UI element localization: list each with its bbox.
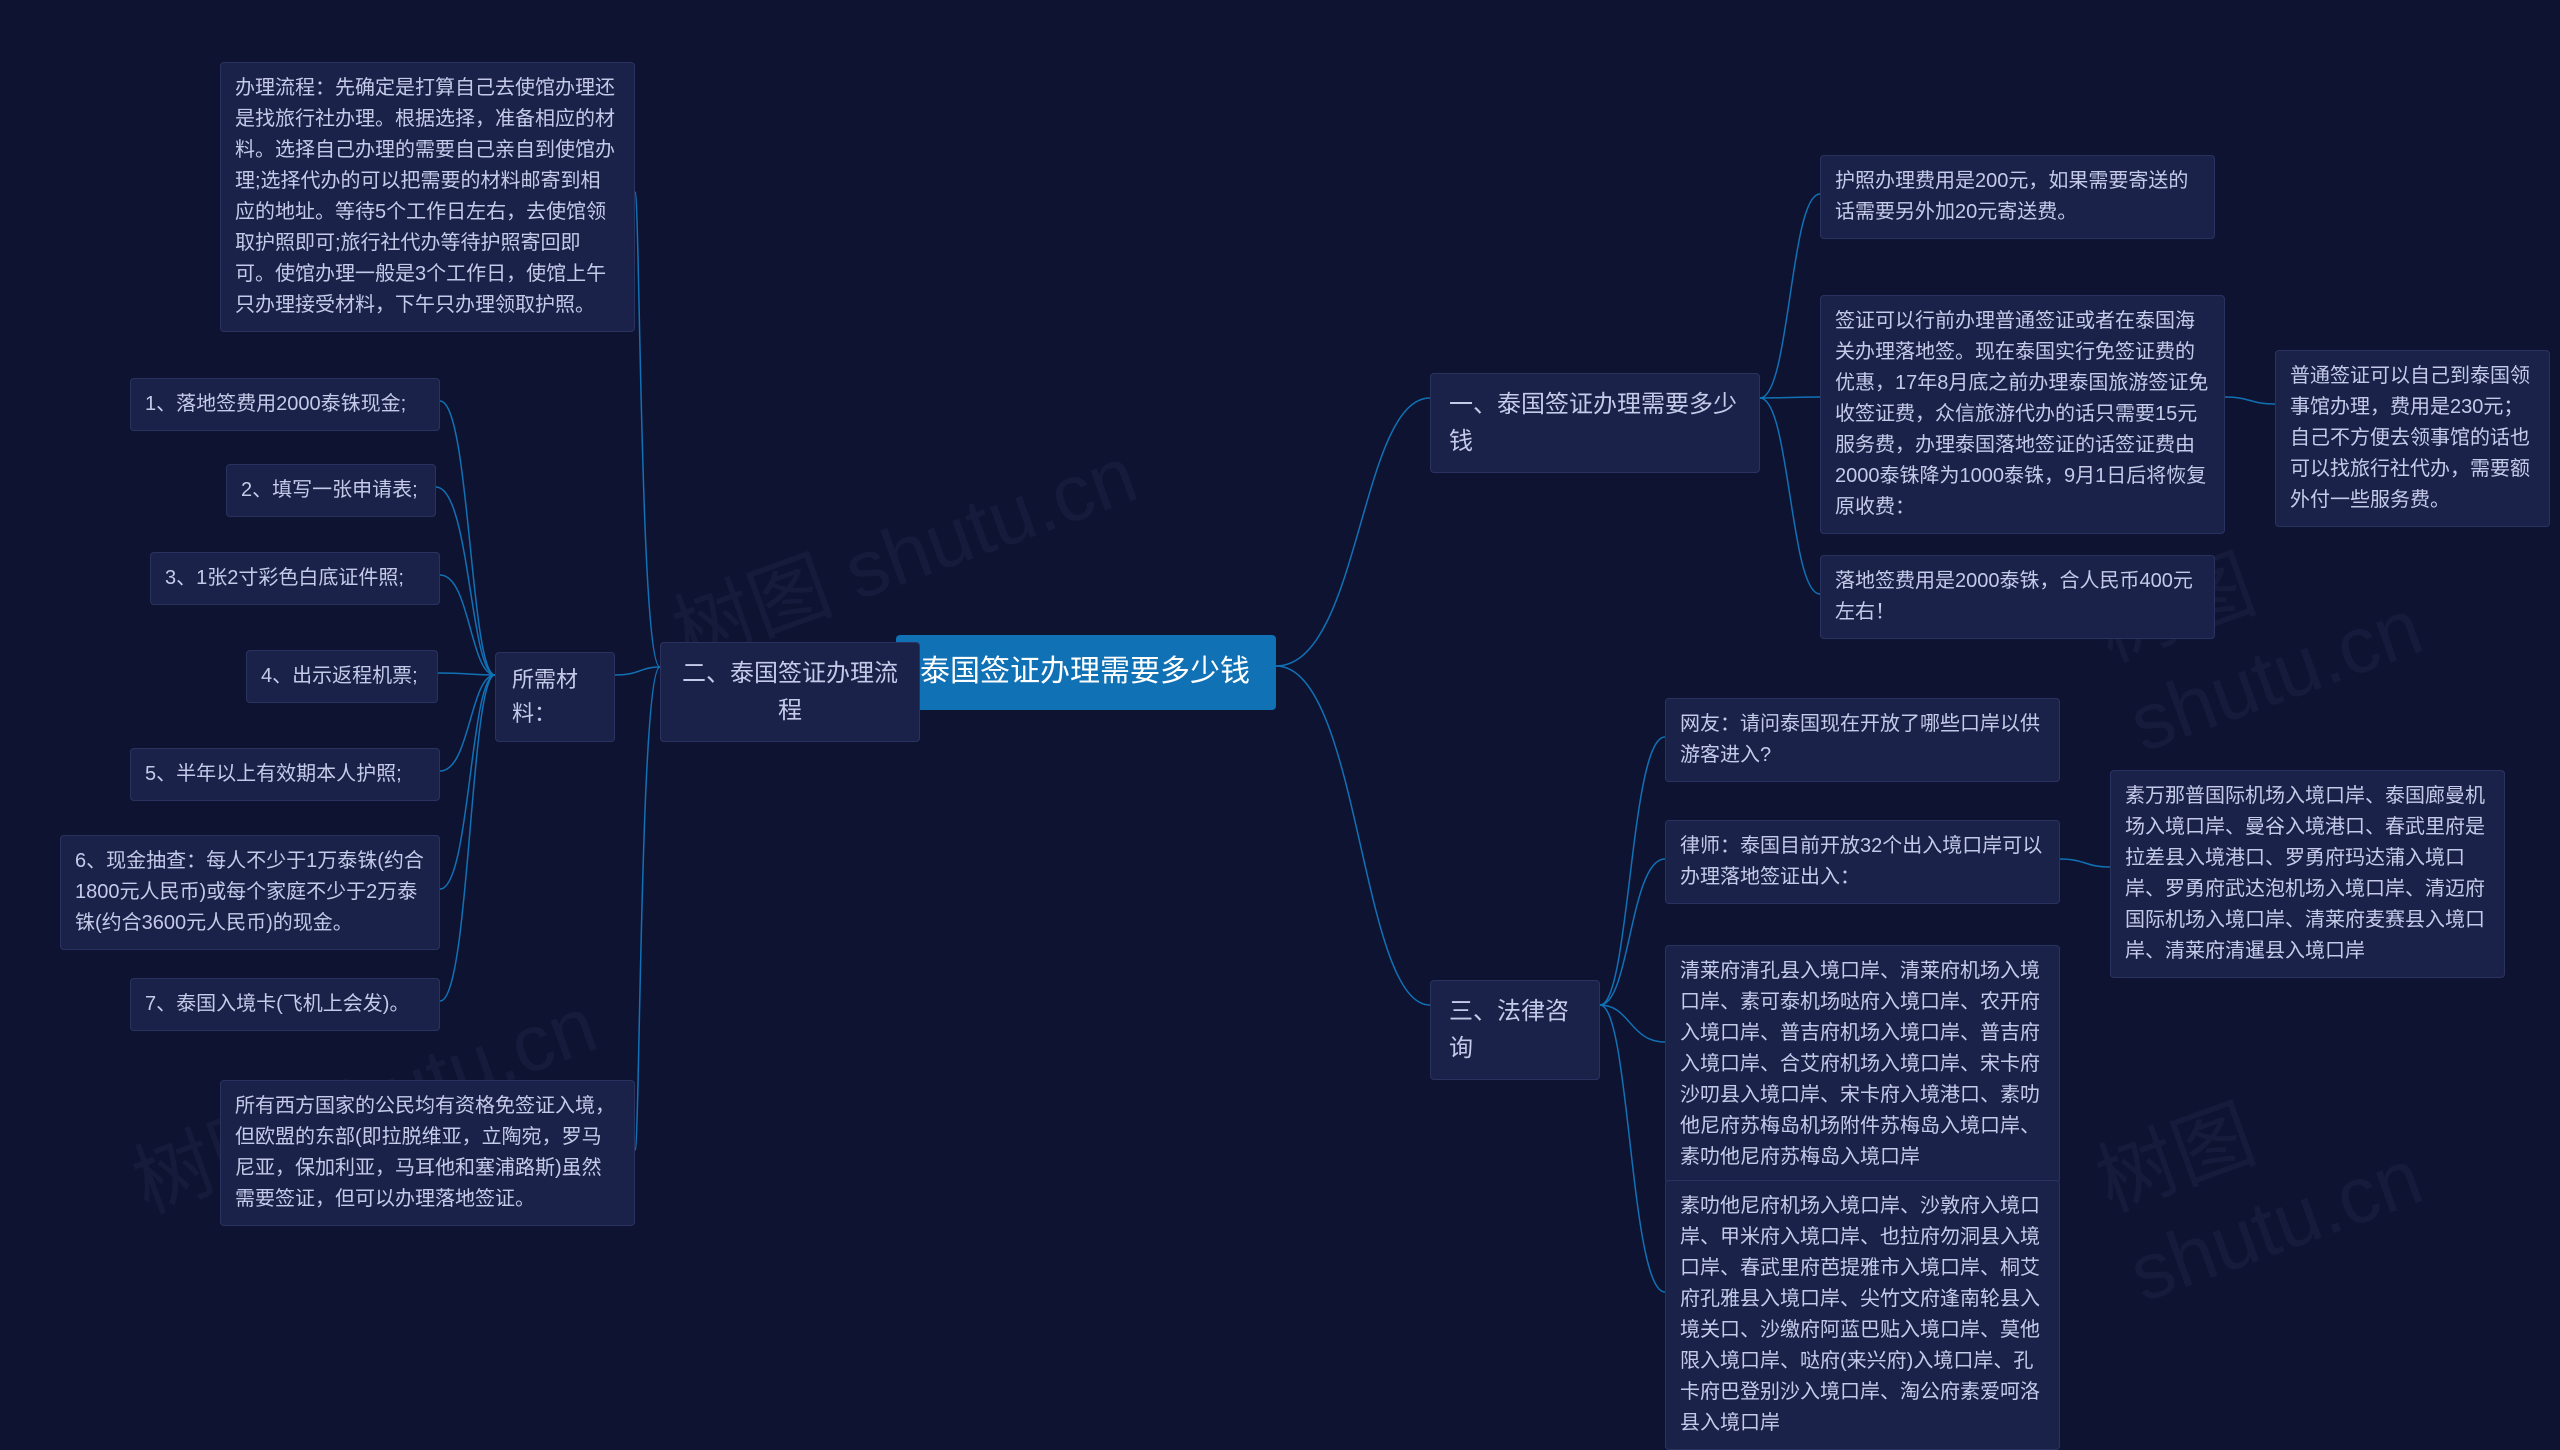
leaf-material-5[interactable]: 5、半年以上有效期本人护照; <box>130 748 440 801</box>
leaf-material-2[interactable]: 2、填写一张申请表; <box>226 464 436 517</box>
leaf-material-1[interactable]: 1、落地签费用2000泰铢现金; <box>130 378 440 431</box>
watermark: 树图 shutu.cn <box>2078 968 2560 1321</box>
leaf-ports-2[interactable]: 清莱府清孔县入境口岸、清莱府机场入境口岸、素可泰机场哒府入境口岸、农开府入境口岸… <box>1665 945 2060 1184</box>
leaf-lawyer[interactable]: 律师：泰国目前开放32个出入境口岸可以办理落地签证出入： <box>1665 820 2060 904</box>
leaf-material-6[interactable]: 6、现金抽查：每人不少于1万泰铢(约合1800元人民币)或每个家庭不少于2万泰铢… <box>60 835 440 950</box>
leaf-western[interactable]: 所有西方国家的公民均有资格免签证入境，但欧盟的东部(即拉脱维亚，立陶宛，罗马尼亚… <box>220 1080 635 1226</box>
node-materials[interactable]: 所需材料： <box>495 652 615 742</box>
leaf-arrival-fee[interactable]: 落地签费用是2000泰铢，合人民币400元左右！ <box>1820 555 2215 639</box>
leaf-process-flow[interactable]: 办理流程：先确定是打算自己去使馆办理还是找旅行社办理。根据选择，准备相应的材料。… <box>220 62 635 332</box>
mindmap-canvas: 树图 shutu.cn 树图 shutu.cn 树图 shutu.cn 树图 s… <box>0 0 2560 1293</box>
branch-cost[interactable]: 一、泰国签证办理需要多少钱 <box>1430 373 1760 473</box>
branch-process[interactable]: 二、泰国签证办理流程 <box>660 642 920 742</box>
leaf-material-4[interactable]: 4、出示返程机票; <box>246 650 438 703</box>
center-node[interactable]: 泰国签证办理需要多少钱 <box>896 635 1276 710</box>
leaf-netizen[interactable]: 网友：请问泰国现在开放了哪些口岸以供游客进入? <box>1665 698 2060 782</box>
leaf-material-7[interactable]: 7、泰国入境卡(飞机上会发)。 <box>130 978 440 1031</box>
leaf-ordinary-visa[interactable]: 普通签证可以自己到泰国领事馆办理，费用是230元；自己不方便去领事馆的话也可以找… <box>2275 350 2550 527</box>
branch-legal[interactable]: 三、法律咨询 <box>1430 980 1600 1080</box>
leaf-passport-fee[interactable]: 护照办理费用是200元，如果需要寄送的话需要另外加20元寄送费。 <box>1820 155 2215 239</box>
leaf-ports-1[interactable]: 素万那普国际机场入境口岸、泰国廊曼机场入境口岸、曼谷入境港口、春武里府是拉差县入… <box>2110 770 2505 978</box>
leaf-visa-fee[interactable]: 签证可以行前办理普通签证或者在泰国海关办理落地签。现在泰国实行免签证费的优惠，1… <box>1820 295 2225 534</box>
leaf-ports-3[interactable]: 素叻他尼府机场入境口岸、沙敦府入境口岸、甲米府入境口岸、也拉府勿洞县入境口岸、春… <box>1665 1180 2060 1450</box>
leaf-material-3[interactable]: 3、1张2寸彩色白底证件照; <box>150 552 440 605</box>
